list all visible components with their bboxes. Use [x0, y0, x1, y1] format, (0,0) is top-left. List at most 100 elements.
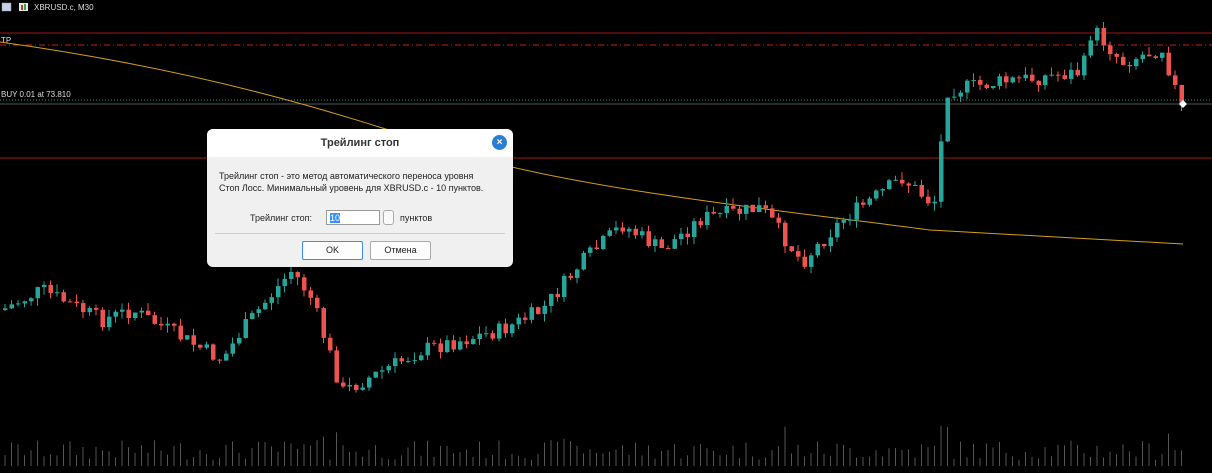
candle-body [848, 219, 853, 221]
candle-body [16, 303, 21, 305]
spinner[interactable] [383, 210, 394, 225]
candle-body [217, 359, 222, 361]
candle-body [308, 290, 313, 298]
input-value: 10 [330, 213, 341, 223]
candle-body [386, 366, 391, 371]
close-button[interactable]: × [492, 135, 507, 150]
candle-body [1043, 75, 1048, 85]
candle-body [1056, 74, 1061, 76]
candle-body [789, 246, 794, 252]
candle-body [1121, 56, 1126, 65]
candle-body [22, 301, 27, 304]
candle-body [334, 350, 339, 383]
candle-body [809, 255, 814, 267]
candle-body [204, 344, 209, 348]
candle-body [321, 308, 326, 338]
candle-body [29, 298, 34, 302]
candle-body [906, 183, 911, 186]
candle-body [113, 311, 118, 317]
candle-body [172, 323, 177, 326]
candle-body [191, 335, 196, 345]
candle-body [243, 319, 248, 338]
chart-icons [1, 2, 28, 12]
candle-body [412, 360, 417, 362]
candle-body [211, 344, 216, 360]
candle-body [1004, 76, 1009, 83]
candle-body [3, 308, 8, 310]
candle-body [35, 287, 40, 299]
candle-body [178, 325, 183, 340]
candle-body [763, 205, 768, 209]
candle-body [731, 205, 736, 209]
tp-label: TP [1, 36, 11, 45]
candle-body [48, 284, 53, 293]
trailing-input[interactable]: 10 [326, 210, 380, 225]
candle-body [451, 340, 456, 350]
candle-body [315, 297, 320, 309]
candle-body [867, 198, 872, 205]
candle-body [458, 341, 463, 350]
candle-body [523, 317, 528, 320]
candle-body [945, 97, 950, 142]
description-line: Стоп Лосс. Минимальный уровень для XBRUS… [219, 183, 484, 193]
separator [215, 233, 505, 234]
position-label: BUY 0.01 at 73.810 [1, 90, 71, 99]
cancel-button[interactable]: Отмена [370, 241, 431, 260]
candle-body [1062, 75, 1067, 79]
candle-body [913, 184, 918, 186]
candle-body [263, 302, 268, 310]
candle-body [269, 297, 274, 303]
candle-body [1127, 64, 1132, 67]
candle-body [555, 293, 560, 297]
candle-body [926, 196, 931, 204]
candle-body [198, 344, 203, 348]
field-unit: пунктов [400, 213, 433, 223]
candle-body [516, 317, 521, 325]
candle-body [802, 256, 807, 267]
volumes [4, 425, 1182, 466]
candle-body [770, 208, 775, 218]
candle-body [705, 211, 710, 226]
trailing-stop-dialog: Трейлинг стоп × Трейлинг стоп - это мето… [207, 129, 513, 267]
candle-body [1179, 84, 1184, 105]
candle-body [874, 190, 879, 199]
candle-body [1134, 59, 1139, 67]
candle-body [1153, 56, 1158, 58]
candle-body [289, 271, 294, 279]
candle-body [601, 235, 606, 250]
candle-body [997, 76, 1002, 87]
candle-body [692, 221, 697, 238]
candle-body [744, 204, 749, 214]
candle-body [932, 201, 937, 204]
candle-body [406, 361, 411, 363]
candle-body [1036, 80, 1041, 85]
candle-body [399, 358, 404, 362]
candle-body [1101, 27, 1106, 46]
candle-body [991, 86, 996, 88]
candle-body [796, 251, 801, 257]
candle-body [646, 231, 651, 247]
candle-body [880, 189, 885, 191]
position-marker [1179, 100, 1187, 108]
candle-body [893, 179, 898, 181]
candle-body [185, 335, 190, 340]
candle-body [887, 180, 892, 190]
candle-body [939, 141, 944, 202]
candle-body [250, 312, 255, 320]
candle-body [1173, 75, 1178, 85]
candle-body [419, 355, 424, 361]
candle-body [776, 217, 781, 223]
candle-body [74, 301, 79, 304]
candle-body [282, 278, 287, 287]
candle-body [627, 228, 632, 232]
candle-body [542, 305, 547, 314]
ok-button[interactable]: OK [302, 241, 363, 260]
candle-body [640, 231, 645, 236]
dialog-title: Трейлинг стоп [207, 129, 513, 157]
candle-body [861, 202, 866, 205]
candle-body [1147, 54, 1152, 57]
candle-body [562, 275, 567, 297]
candle-body [107, 316, 112, 328]
candle-body [679, 233, 684, 240]
